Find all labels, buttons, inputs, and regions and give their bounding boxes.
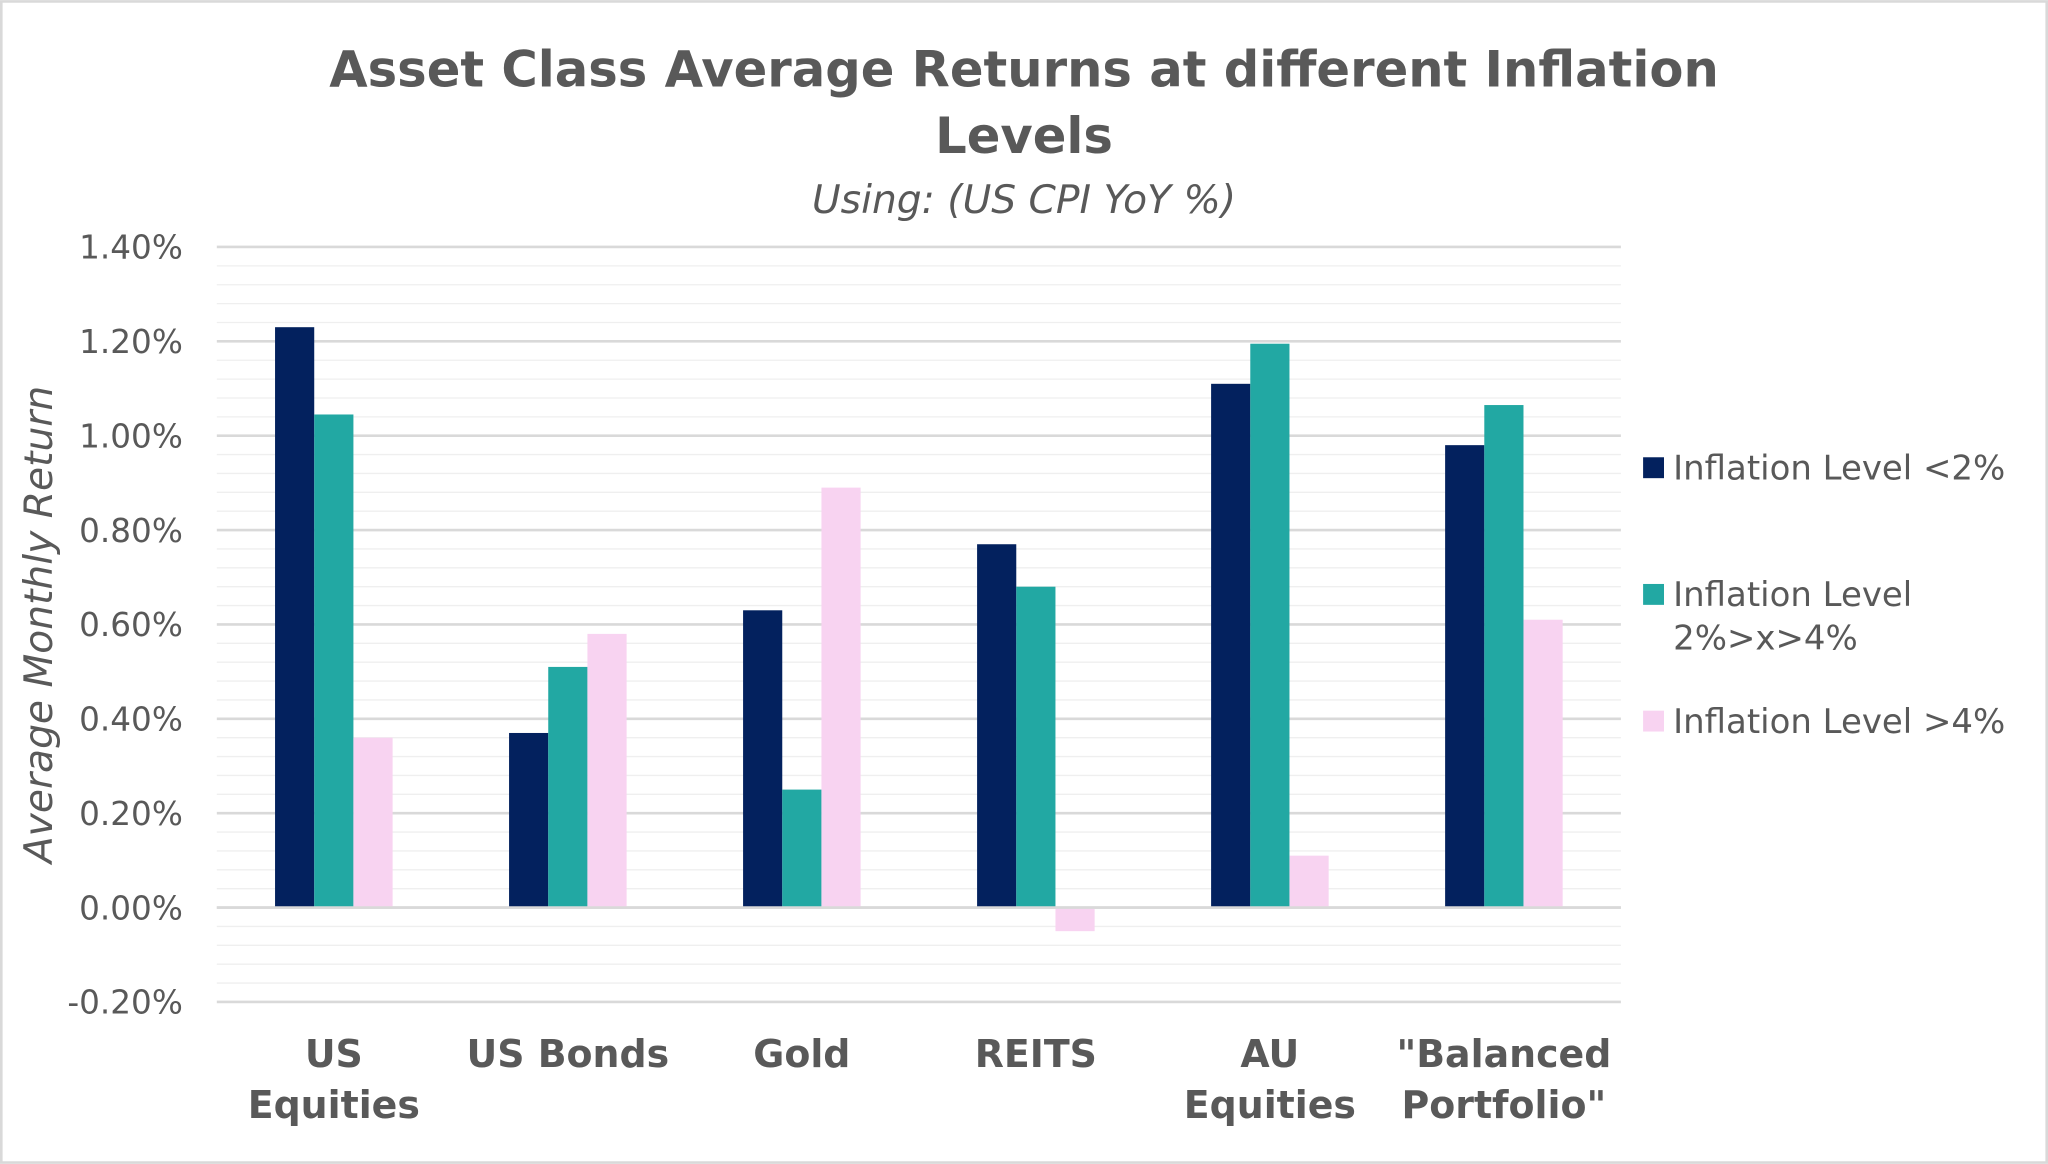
bar-inflation-level-2-x-4- <box>548 666 588 908</box>
bar-inflation-level-4- <box>1289 855 1329 908</box>
bar-inflation-level-4- <box>1523 619 1563 908</box>
bar-inflation-level-2-x-4- <box>1250 343 1290 908</box>
bar-inflation-level-2-x-4- <box>782 789 822 908</box>
legend-label: Inflation Level <2% <box>1673 448 2005 488</box>
legend-label: Inflation Level >4% <box>1673 702 2005 742</box>
chart-subtitle: Using: (US CPI YoY %) <box>812 178 1236 223</box>
legend-swatch <box>1643 583 1664 605</box>
y-tick-label: 0.00% <box>79 889 183 927</box>
y-tick-label: 1.40% <box>79 229 183 267</box>
bar-inflation-level-2- <box>743 610 783 908</box>
y-tick-label: 0.20% <box>79 795 183 833</box>
x-category-label: Gold <box>753 1032 850 1076</box>
x-category-label: Equities <box>1184 1083 1356 1127</box>
bar-inflation-level-2-x-4- <box>1016 586 1056 908</box>
bar-inflation-level-4- <box>353 737 393 908</box>
bar-inflation-level-4- <box>1055 907 1095 932</box>
bar-inflation-level-2-x-4- <box>314 414 354 908</box>
bar-inflation-level-2-x-4- <box>1484 405 1524 908</box>
chart-title-line-1: Asset Class Average Returns at different… <box>329 40 1719 98</box>
legend-label: 2%>x>4% <box>1673 618 1858 658</box>
legend-swatch <box>1643 710 1664 732</box>
chart-title-line-2: Levels <box>935 107 1113 165</box>
bar-inflation-level-2- <box>977 544 1017 908</box>
y-tick-label: 0.40% <box>79 701 183 739</box>
bar-inflation-level-4- <box>821 487 861 908</box>
y-tick-label: 1.00% <box>79 417 183 455</box>
y-axis-label: Average Monthly Return <box>17 386 62 866</box>
y-tick-label: -0.20% <box>67 984 182 1022</box>
x-category-label: US <box>305 1032 363 1076</box>
x-category-label: REITS <box>975 1032 1097 1076</box>
bar-inflation-level-2- <box>275 327 315 908</box>
bar-inflation-level-2- <box>1211 383 1251 908</box>
legend-label: Inflation Level <box>1673 575 1912 615</box>
x-category-label: "Balanced <box>1396 1032 1611 1076</box>
y-tick-label: 0.60% <box>79 606 183 644</box>
x-category-label: Portfolio" <box>1402 1083 1607 1127</box>
y-tick-label: 0.80% <box>79 512 183 550</box>
y-tick-label: 1.20% <box>79 323 183 361</box>
x-category-label: Equities <box>248 1083 420 1127</box>
x-category-label: AU <box>1240 1032 1299 1076</box>
bar-inflation-level-2- <box>1445 445 1485 908</box>
x-category-label: US Bonds <box>467 1032 670 1076</box>
bar-inflation-level-2- <box>509 732 549 908</box>
legend-swatch <box>1643 457 1664 479</box>
bar-inflation-level-4- <box>587 633 627 908</box>
